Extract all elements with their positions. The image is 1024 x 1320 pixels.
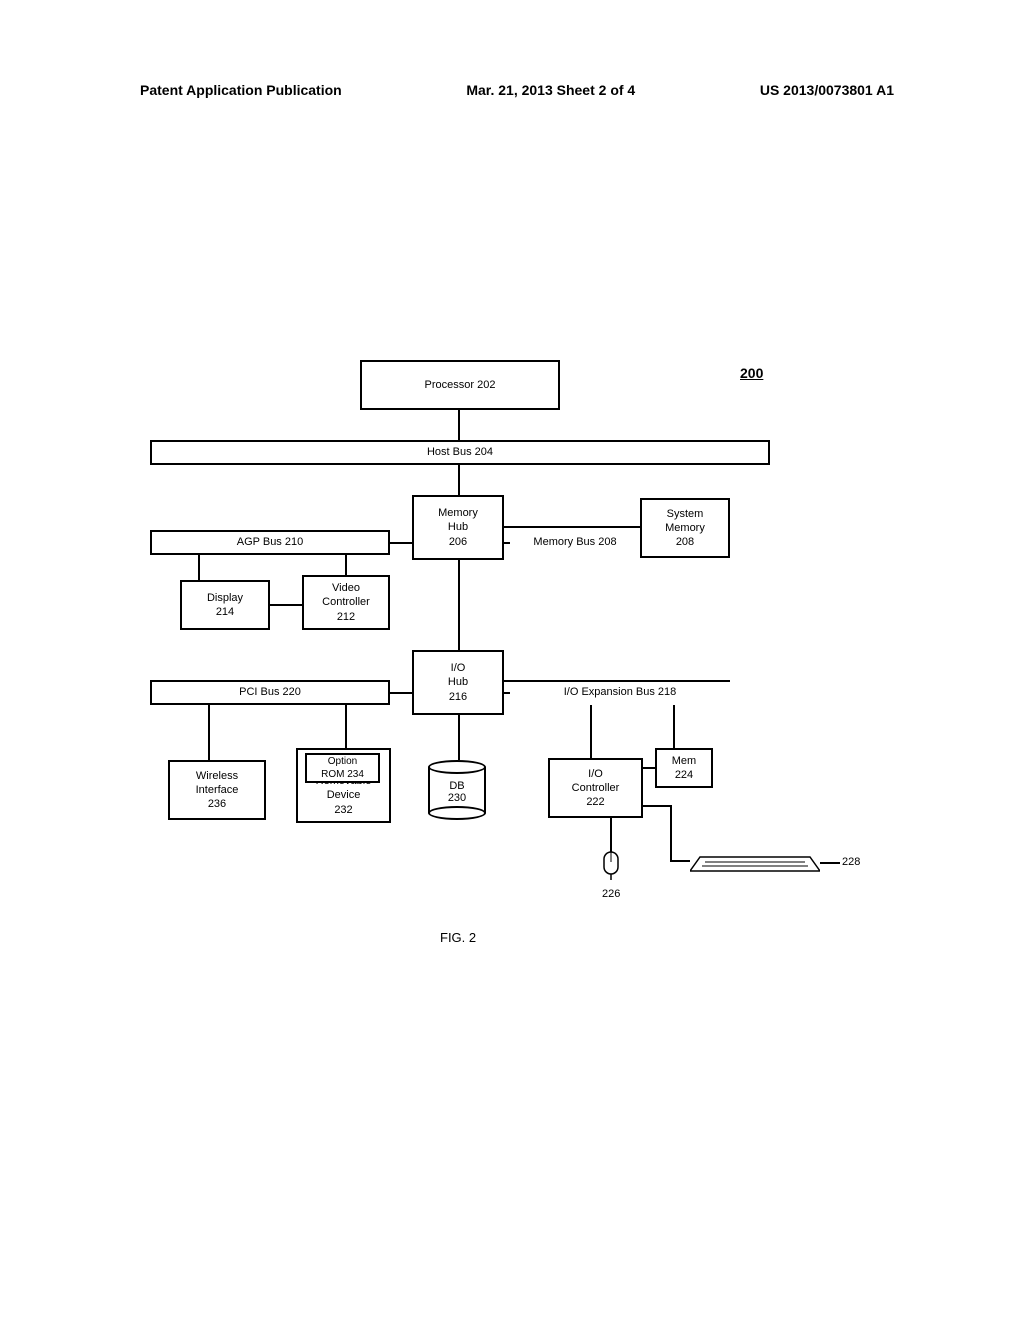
connector-line — [458, 410, 460, 440]
io-controller-box: I/O Controller 222 — [548, 758, 643, 818]
agp-bus-box: AGP Bus 210 — [150, 530, 390, 555]
mouse-ref-label: 226 — [602, 888, 620, 900]
iohub-l1: I/O — [451, 661, 466, 675]
connector-line — [670, 805, 672, 860]
option-rom-box: Option ROM 234 — [305, 753, 380, 783]
memory-bus-label-box: Memory Bus 208 — [510, 530, 640, 555]
display-l1: Display — [207, 591, 243, 605]
figure-caption: FIG. 2 — [440, 930, 476, 945]
connector-line — [643, 767, 655, 769]
wireless-box: Wireless Interface 236 — [168, 760, 266, 820]
connector-line — [390, 542, 412, 544]
connector-line — [643, 805, 670, 807]
sysmem-l2: Memory — [665, 521, 705, 535]
rd-l2: Device — [327, 788, 361, 802]
or-l1: Option — [328, 755, 357, 768]
vc-l1: Video — [332, 581, 360, 595]
connector-line — [673, 705, 675, 748]
connector-line — [458, 560, 460, 650]
db-cylinder: DB 230 — [428, 760, 486, 820]
mouse-icon — [602, 850, 620, 880]
connector-line — [198, 555, 200, 580]
header-center: Mar. 21, 2013 Sheet 2 of 4 — [466, 82, 635, 98]
memory-hub-l1: Memory — [438, 506, 478, 520]
connector-line — [610, 818, 612, 852]
connector-line — [590, 705, 592, 758]
sysmem-l1: System — [667, 507, 704, 521]
db-l1: DB — [449, 780, 464, 792]
block-diagram: 200 Processor 202 Host Bus 204 Memory Hu… — [150, 360, 810, 940]
connector-line — [270, 604, 302, 606]
ioc-l3: 222 — [586, 795, 604, 809]
host-bus-box: Host Bus 204 — [150, 440, 770, 465]
memory-hub-l2: Hub — [448, 520, 468, 534]
page-header: Patent Application Publication Mar. 21, … — [0, 82, 1024, 98]
connector-line — [458, 465, 460, 495]
connector-line — [390, 692, 412, 694]
host-bus-label: Host Bus 204 — [427, 445, 493, 459]
display-box: Display 214 — [180, 580, 270, 630]
wl-l3: 236 — [208, 797, 226, 811]
connector-line — [670, 860, 690, 862]
iohub-l3: 216 — [449, 690, 467, 704]
header-left: Patent Application Publication — [140, 82, 342, 98]
iohub-l2: Hub — [448, 675, 468, 689]
or-l2: ROM 234 — [321, 768, 364, 781]
connector-line — [458, 715, 460, 763]
vc-l2: Controller — [322, 595, 370, 609]
connector-line — [345, 705, 347, 748]
mem-l1: Mem — [672, 754, 696, 768]
io-exp-bus-label: I/O Expansion Bus 218 — [564, 685, 677, 699]
io-exp-bus-box: I/O Expansion Bus 218 — [510, 680, 730, 705]
video-controller-box: Video Controller 212 — [302, 575, 390, 630]
sysmem-l3: 208 — [676, 535, 694, 549]
rd-l3: 232 — [334, 803, 352, 817]
wl-l1: Wireless — [196, 769, 238, 783]
processor-box: Processor 202 — [360, 360, 560, 410]
pci-bus-box: PCI Bus 220 — [150, 680, 390, 705]
processor-label: Processor 202 — [425, 378, 496, 392]
memory-hub-l3: 206 — [449, 535, 467, 549]
keyboard-icon — [690, 855, 820, 873]
mem-box: Mem 224 — [655, 748, 713, 788]
keyboard-ref-label: 228 — [842, 856, 860, 868]
agp-bus-label: AGP Bus 210 — [237, 535, 303, 549]
memory-hub-box: Memory Hub 206 — [412, 495, 504, 560]
system-memory-box: System Memory 208 — [640, 498, 730, 558]
memory-bus-label: Memory Bus 208 — [533, 535, 616, 549]
ioc-l2: Controller — [572, 781, 620, 795]
display-l2: 214 — [216, 605, 234, 619]
db-l2: 230 — [448, 792, 466, 804]
figure-number: 200 — [740, 365, 763, 381]
header-right: US 2013/0073801 A1 — [760, 82, 894, 98]
ioc-l1: I/O — [588, 767, 603, 781]
wl-l2: Interface — [196, 783, 239, 797]
connector-line — [208, 705, 210, 760]
pci-bus-label: PCI Bus 220 — [239, 685, 301, 699]
io-hub-box: I/O Hub 216 — [412, 650, 504, 715]
vc-l3: 212 — [337, 610, 355, 624]
mem-l2: 224 — [675, 768, 693, 782]
connector-line — [345, 555, 347, 575]
